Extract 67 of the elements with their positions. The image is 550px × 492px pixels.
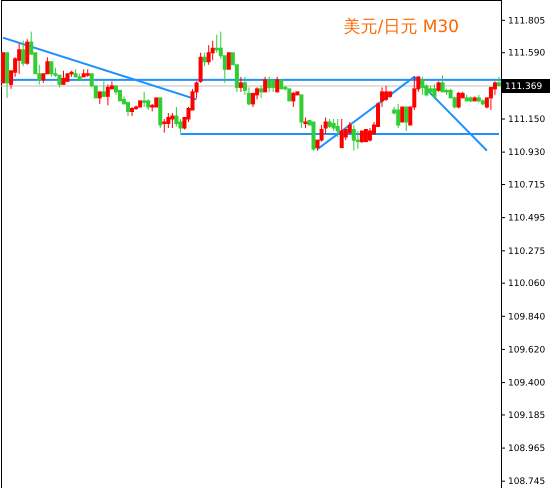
candlestick bbox=[400, 106, 404, 122]
candlestick bbox=[496, 76, 501, 86]
text: 美元/日元 M30 bbox=[344, 17, 459, 37]
candlestick bbox=[340, 118, 344, 148]
candlestick bbox=[214, 34, 219, 54]
y-tick-label: 110.715 bbox=[508, 180, 546, 191]
candlestick bbox=[259, 85, 264, 98]
candlestick bbox=[210, 40, 215, 61]
candlestick bbox=[364, 129, 368, 142]
candlestick bbox=[287, 88, 292, 102]
candlestick bbox=[206, 44, 211, 66]
candlestick bbox=[336, 118, 340, 138]
candlestick bbox=[98, 91, 102, 104]
candlestick bbox=[404, 106, 408, 132]
candlestick bbox=[49, 61, 54, 78]
candlestick bbox=[106, 84, 110, 106]
y-tick-label: 111.590 bbox=[508, 48, 546, 59]
candlestick bbox=[118, 90, 122, 102]
candlestick bbox=[303, 116, 308, 129]
candlestick bbox=[360, 130, 364, 144]
candlestick bbox=[291, 91, 296, 108]
candlestick bbox=[130, 106, 134, 116]
candlestick bbox=[420, 76, 424, 96]
candlestick bbox=[202, 52, 207, 67]
y-tick-label: 110.275 bbox=[508, 246, 546, 257]
candlestick bbox=[328, 118, 332, 129]
y-tick-label: 110.930 bbox=[508, 148, 546, 158]
candlestick bbox=[162, 118, 166, 134]
y-tick-label: 110.495 bbox=[508, 214, 546, 224]
candlestick bbox=[238, 76, 243, 92]
candlestick bbox=[263, 76, 268, 92]
candlestick bbox=[492, 80, 497, 96]
y-tick-label: 109.620 bbox=[508, 345, 546, 356]
candlestick bbox=[102, 80, 106, 97]
candlestick bbox=[126, 102, 130, 116]
y-tick-label: 108.745 bbox=[508, 477, 546, 488]
candlestick bbox=[166, 112, 170, 129]
candlestick bbox=[226, 52, 231, 70]
candlestick bbox=[352, 124, 356, 152]
y-tick-label: 111.150 bbox=[508, 114, 546, 125]
candlestick bbox=[396, 103, 400, 129]
y-tick-label: 111.805 bbox=[508, 16, 546, 26]
y-tick-label: 109.400 bbox=[508, 378, 546, 389]
candlestick bbox=[154, 97, 158, 108]
candlestick bbox=[456, 91, 461, 109]
candlestick bbox=[267, 76, 272, 92]
candlestick bbox=[62, 70, 66, 85]
candlestick bbox=[21, 40, 26, 67]
candlestick bbox=[271, 79, 276, 92]
candlestick bbox=[428, 85, 432, 96]
candlestick bbox=[25, 38, 30, 66]
candlestick bbox=[436, 80, 440, 92]
candlestick bbox=[17, 43, 22, 74]
candlestick bbox=[279, 79, 284, 90]
ref-line-label: 111.369 bbox=[505, 82, 542, 92]
candlestick bbox=[368, 128, 372, 142]
candlestick bbox=[170, 112, 174, 129]
y-tick-label: 109.840 bbox=[508, 312, 546, 322]
candlestick bbox=[440, 74, 445, 92]
candlestick bbox=[432, 84, 436, 100]
candlestick bbox=[142, 91, 146, 108]
candlestick bbox=[348, 122, 352, 135]
y-tick-label: 108.965 bbox=[508, 444, 546, 454]
y-tick-label: 109.185 bbox=[508, 410, 546, 421]
y-tick-label: 110.060 bbox=[508, 279, 546, 290]
candlestick bbox=[275, 76, 280, 92]
candlestick bbox=[384, 85, 388, 102]
